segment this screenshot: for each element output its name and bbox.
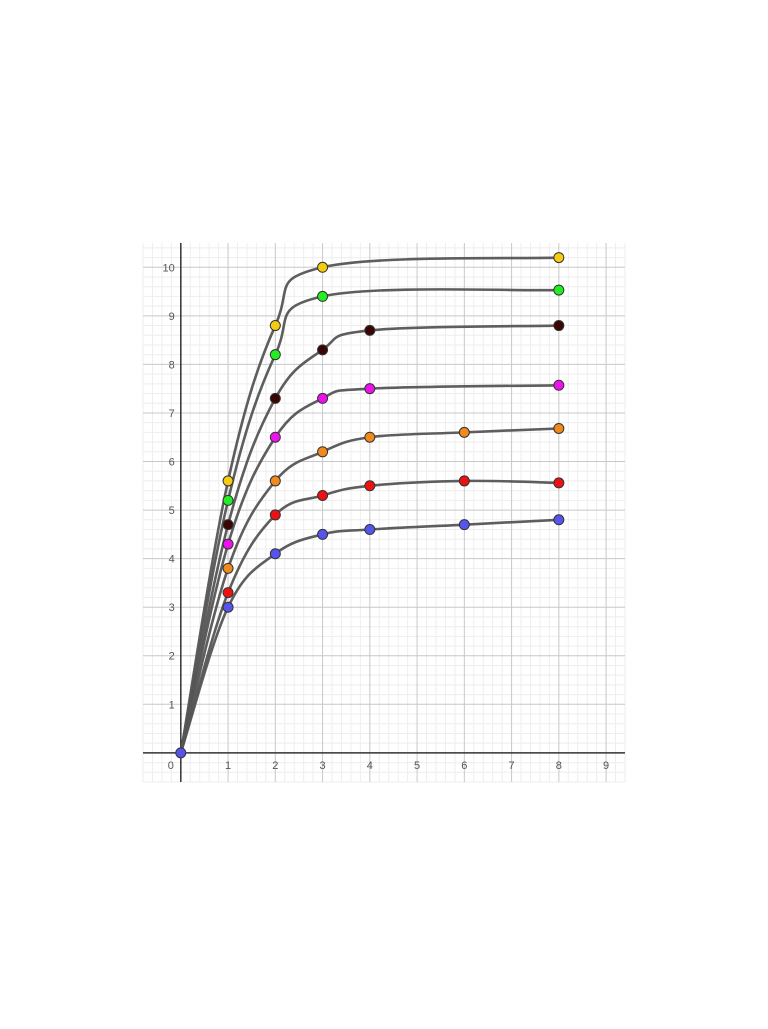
data-point-s6-3 (269, 349, 281, 361)
data-point-s4-4 (317, 392, 329, 404)
x-tick-label: 2 (272, 760, 278, 772)
data-point-s3-6 (458, 426, 470, 438)
series-line-5 (179, 324, 561, 755)
y-tick-label: 5 (169, 505, 175, 517)
axes (143, 243, 625, 782)
data-point-s2-6 (458, 475, 470, 487)
data-point-s4-3 (269, 431, 281, 443)
data-point-s2-4 (317, 490, 329, 502)
data-point-s2-5 (364, 480, 376, 492)
series-line-4 (179, 383, 561, 755)
y-tick-label: 7 (169, 408, 175, 420)
tick-labels: 0 1 2 3 4 5 6 7 8 9 1 2 3 4 5 6 7 8 9 10 (163, 262, 610, 772)
data-point-s1-3 (269, 548, 281, 560)
data-point-s3-4 (317, 446, 329, 458)
data-point-s6-5 (553, 284, 565, 296)
x-tick-label: 3 (320, 760, 326, 772)
data-point-s3-7 (553, 422, 565, 434)
x-tick-label: 6 (461, 760, 467, 772)
data-point-s5-6 (553, 320, 565, 332)
data-point-s3-3 (269, 475, 281, 487)
data-point-s7-2 (222, 475, 234, 487)
data-points (175, 252, 565, 759)
data-point-s1-5 (364, 523, 376, 535)
x-tick-label: 8 (556, 760, 562, 772)
data-point-s5-5 (364, 324, 376, 336)
data-point-s2-2 (222, 587, 234, 599)
data-point-s3-2 (222, 562, 234, 574)
data-point-s7-3 (269, 320, 281, 332)
x-tick-label: 7 (509, 760, 515, 772)
data-point-s4-2 (222, 538, 234, 550)
data-point-s1-2 (222, 601, 234, 613)
origin-point (175, 747, 187, 759)
y-tick-label: 2 (169, 651, 175, 663)
y-tick-label: 9 (169, 311, 175, 323)
x-tick-label: 5 (414, 760, 420, 772)
data-point-s1-6 (458, 519, 470, 531)
data-point-s7-4 (317, 261, 329, 273)
y-tick-label: 8 (169, 359, 175, 371)
data-point-s2-7 (553, 477, 565, 489)
data-point-s6-4 (317, 290, 329, 302)
data-point-s3-5 (364, 431, 376, 443)
data-point-s6-2 (222, 494, 234, 506)
data-point-s2-3 (269, 509, 281, 521)
y-tick-label: 1 (169, 699, 175, 711)
x-tick-label: 4 (367, 760, 373, 772)
x-tick-label: 9 (603, 760, 609, 772)
x-tick-label: 1 (225, 760, 231, 772)
x-tick-label: 0 (168, 760, 174, 772)
data-point-s5-2 (222, 519, 234, 531)
data-point-s1-7 (553, 514, 565, 526)
data-point-s5-4 (317, 344, 329, 356)
data-point-s1-4 (317, 528, 329, 540)
data-point-s7-5 (553, 252, 565, 264)
y-tick-label: 3 (169, 602, 175, 614)
data-point-s5-3 (269, 392, 281, 404)
y-tick-label: 6 (169, 457, 175, 469)
data-point-s4-6 (553, 379, 565, 391)
y-tick-label: 4 (169, 554, 175, 566)
grid (142, 243, 626, 783)
data-point-s4-5 (364, 383, 376, 395)
y-tick-label: 10 (163, 262, 175, 274)
